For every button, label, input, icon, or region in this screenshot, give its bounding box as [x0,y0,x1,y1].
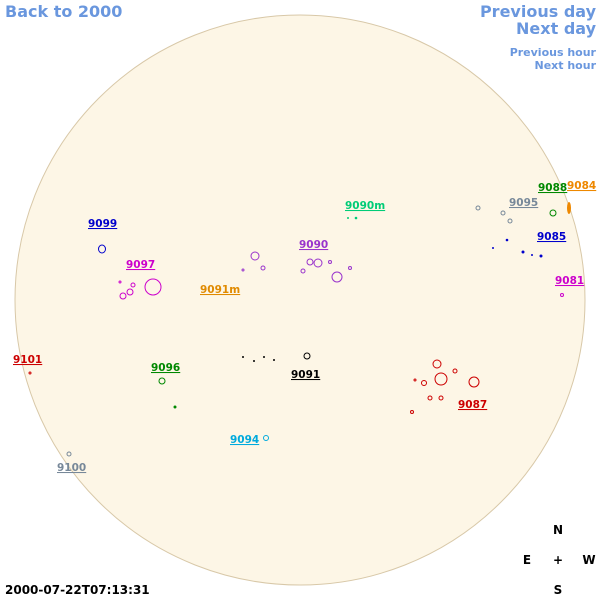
next-day-link[interactable]: Next day [516,19,597,38]
region-label[interactable]: 9088 [538,182,567,194]
region-label[interactable]: 9097 [126,259,155,271]
region-label[interactable]: 9087 [458,399,487,411]
back-link[interactable]: Back to 2000 [5,2,122,21]
region-label[interactable]: 9095 [509,197,538,209]
next-hour-link[interactable]: Next hour [535,59,597,72]
region-label[interactable]: 9085 [537,231,566,243]
region-label[interactable]: 9091 [291,369,320,381]
previous-hour-link[interactable]: Previous hour [510,46,597,59]
compass-north: N [553,523,563,537]
compass-center: + [553,553,563,567]
compass-south: S [554,583,563,597]
region-label[interactable]: 9101 [13,354,42,366]
region-label[interactable]: 9094 [230,434,259,446]
region-label[interactable]: 9090m [345,200,385,212]
region-label[interactable]: 9099 [88,218,117,230]
region-label[interactable]: 9091m [200,284,240,296]
region-label[interactable]: 9096 [151,362,180,374]
region-label[interactable]: 9081 [555,275,584,287]
compass-west: W [582,553,595,567]
region-label[interactable]: 9090 [299,239,328,251]
previous-day-link[interactable]: Previous day [480,2,597,21]
solar-disk [14,14,586,586]
sunspots [28,202,571,457]
compass-east: E [523,553,531,567]
timestamp: 2000-07-22T07:13:31 [5,583,150,597]
region-label[interactable]: 9084 [567,180,596,192]
region-label[interactable]: 9100 [57,462,86,474]
